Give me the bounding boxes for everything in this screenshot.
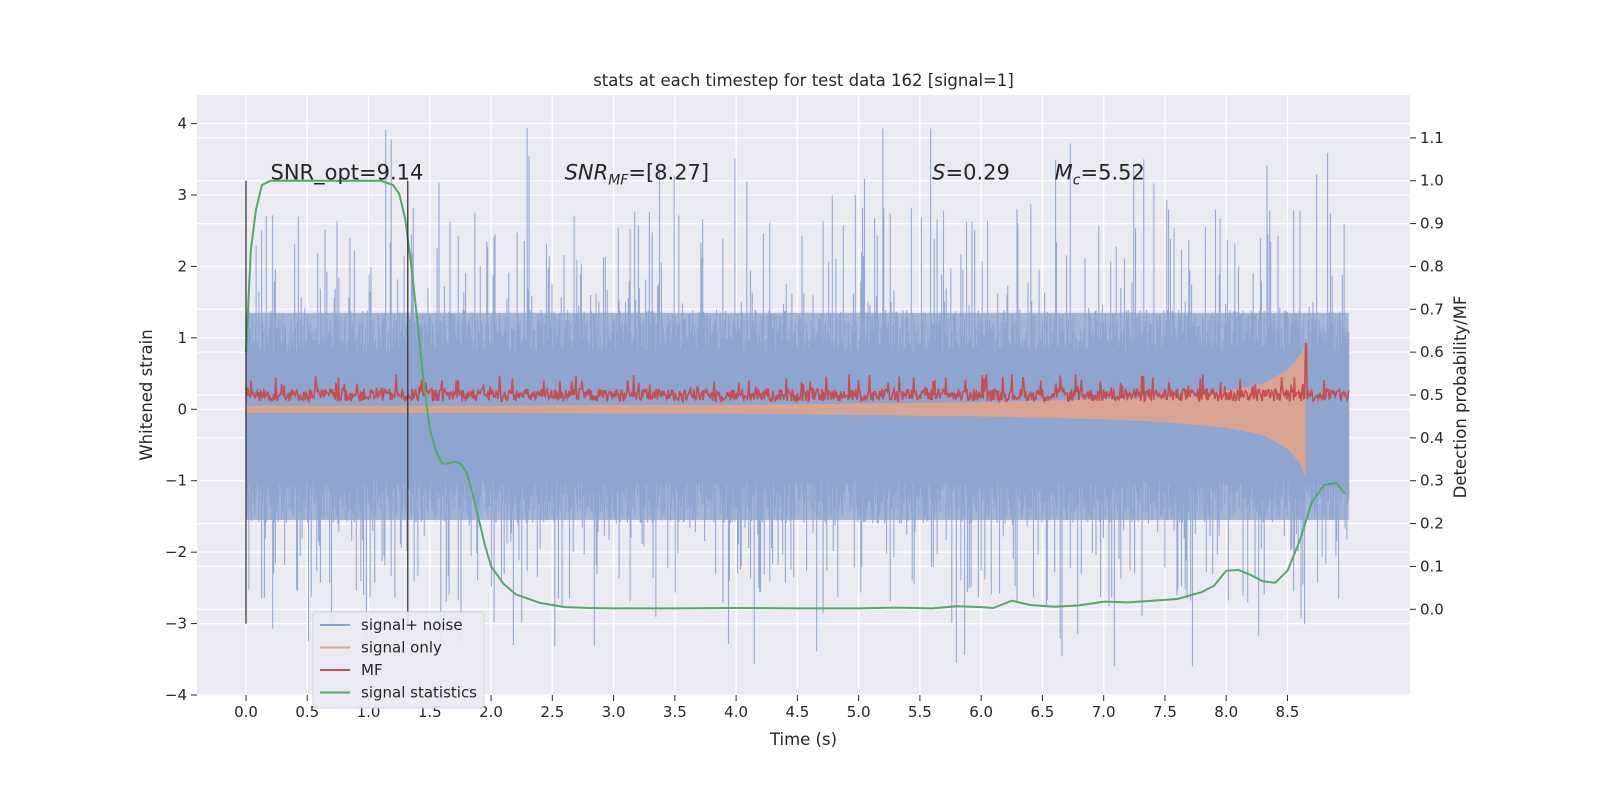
annotation-2: S=0.29	[932, 161, 1010, 185]
y-left-tick-label: 3	[177, 186, 187, 204]
x-tick-label: 2.5	[540, 703, 564, 721]
series-mf	[245, 342, 1350, 405]
x-tick-label: 2.0	[479, 703, 503, 721]
y-left-tick-label: 4	[177, 115, 187, 133]
y-left-tick-label: −2	[165, 543, 187, 561]
x-tick-label: 0.0	[234, 703, 258, 721]
y-left-tick-label: −4	[165, 686, 187, 704]
y-right-tick-label: 0.7	[1420, 300, 1444, 318]
x-tick-label: 5.0	[847, 703, 871, 721]
y-right-tick-label: 1.1	[1420, 129, 1444, 147]
y-left-tick-label: −1	[165, 472, 187, 490]
legend-box	[312, 611, 485, 709]
series-signal-statistics	[245, 179, 1346, 610]
series-signal-only	[246, 341, 1306, 478]
legend-label: MF	[361, 661, 383, 679]
y-right-tick-label: 0.9	[1420, 215, 1444, 233]
x-tick-label: 4.5	[785, 703, 809, 721]
y-right-tick-label: 0.1	[1420, 557, 1444, 575]
x-tick-label: 3.5	[663, 703, 687, 721]
y-right-tick-label: 0.2	[1420, 515, 1444, 533]
x-tick-label: 7.0	[1092, 703, 1116, 721]
y-axis-label-right: Detection probability/MF	[1451, 296, 1470, 499]
annotation-1: SNRMF=[8.27]	[565, 161, 710, 189]
legend: signal+ noise signal only MF signal statist…	[312, 611, 485, 709]
x-tick-label: 6.5	[1030, 703, 1054, 721]
y-axis-label-left: Whitened strain	[137, 329, 156, 460]
x-tick-label: 8.5	[1276, 703, 1300, 721]
y-left-tick-label: 2	[177, 257, 187, 275]
annotations: SNR_opt=9.14 SNRMF=[8.27] S=0.29 Mc=5.52	[271, 161, 1145, 189]
y-left-tick-label: 1	[177, 329, 187, 347]
x-tick-label: 4.0	[724, 703, 748, 721]
chart-title: stats at each timestep for test data 162…	[593, 71, 1014, 90]
legend-label: signal statistics	[361, 684, 477, 702]
annotation-0: SNR_opt=9.14	[271, 161, 424, 186]
y-left-tick-label: −3	[165, 615, 187, 633]
vertical-markers	[245, 180, 409, 624]
x-tick-label: 3.0	[602, 703, 626, 721]
x-tick-label: 7.5	[1153, 703, 1177, 721]
y-right-tick-label: 0.4	[1420, 429, 1444, 447]
y-right-tick-label: 0.0	[1420, 600, 1444, 618]
y-right-tick-label: 0.5	[1420, 386, 1444, 404]
y-left-tick-label: 0	[177, 400, 187, 418]
axes: 0.0 0.5 1.0 1.5 2.0 2.5 3.0 3.5 4.0 4.5 5.0 5.5 6.0 6…	[165, 115, 1444, 721]
x-tick-label: 6.0	[969, 703, 993, 721]
y-right-tick-label: 1.0	[1420, 172, 1444, 190]
legend-label: signal+ noise	[361, 616, 463, 634]
y-right-tick-label: 0.8	[1420, 257, 1444, 275]
legend-label: signal only	[361, 639, 442, 657]
x-tick-label: 0.5	[295, 703, 319, 721]
series-layer	[245, 128, 1350, 667]
y-right-tick-label: 0.3	[1420, 472, 1444, 490]
annotation-3: Mc=5.52	[1055, 161, 1145, 189]
x-axis-label: Time (s)	[769, 730, 837, 749]
x-tick-label: 8.0	[1214, 703, 1238, 721]
x-tick-label: 5.5	[908, 703, 932, 721]
y-right-tick-label: 0.6	[1420, 343, 1444, 361]
